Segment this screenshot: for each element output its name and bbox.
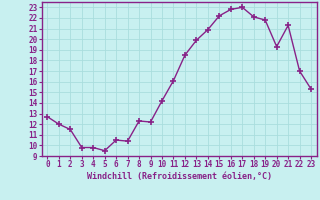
X-axis label: Windchill (Refroidissement éolien,°C): Windchill (Refroidissement éolien,°C) (87, 172, 272, 181)
